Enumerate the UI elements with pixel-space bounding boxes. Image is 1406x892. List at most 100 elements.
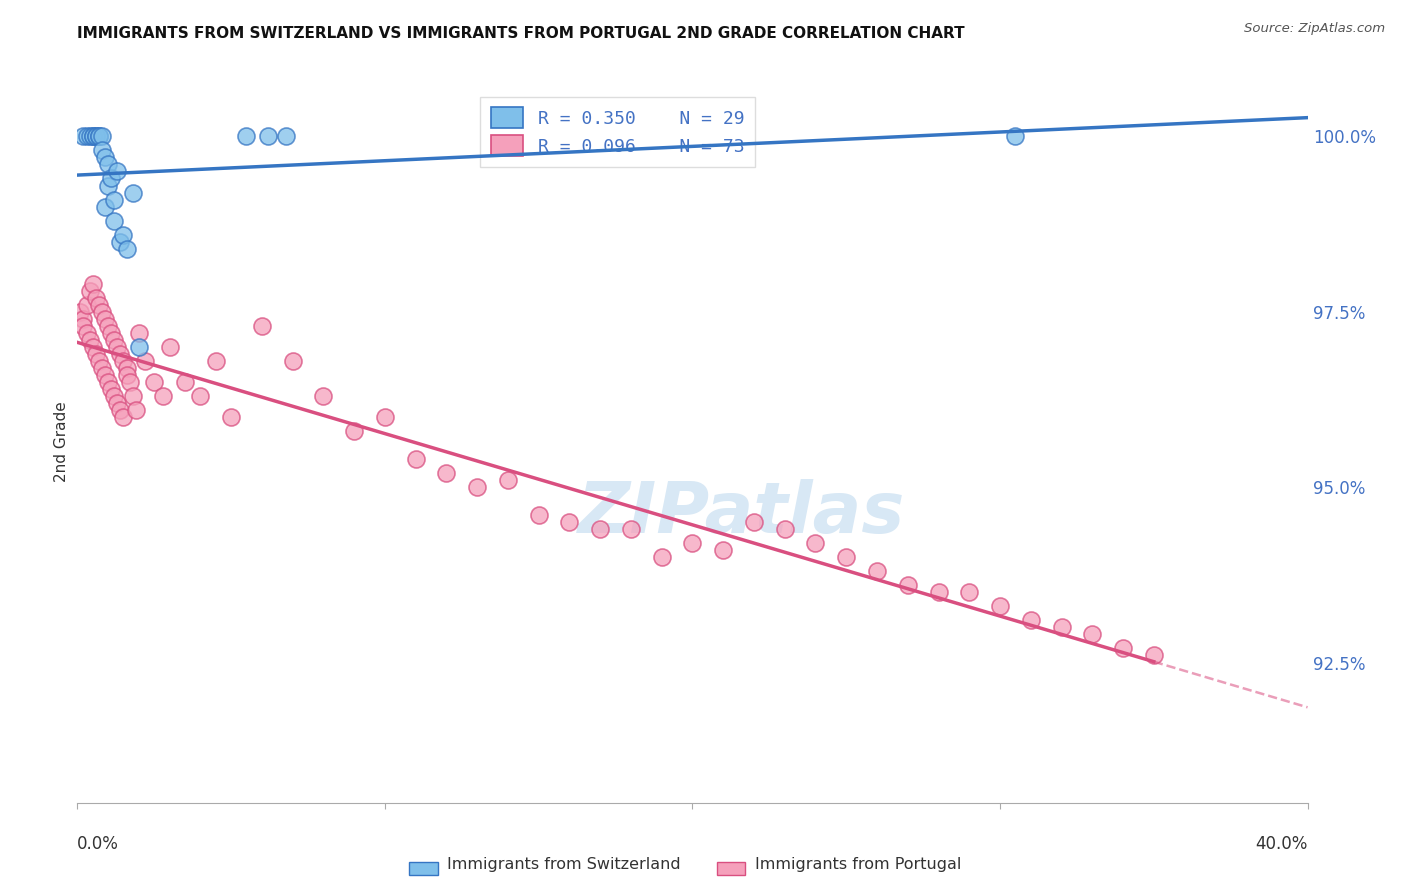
Point xyxy=(405,452,427,467)
Point xyxy=(110,403,132,417)
Point xyxy=(651,550,673,565)
Point xyxy=(87,298,110,312)
Point xyxy=(100,326,122,340)
Point xyxy=(87,354,110,368)
Point xyxy=(928,585,950,599)
Text: 40.0%: 40.0% xyxy=(1256,835,1308,854)
Point xyxy=(115,368,138,382)
Point xyxy=(620,522,643,536)
Point xyxy=(100,382,122,396)
Point xyxy=(97,375,120,389)
Point xyxy=(72,311,94,326)
Point xyxy=(125,403,148,417)
Point xyxy=(1112,641,1135,656)
Legend: R = 0.350    N = 29, R = 0.096    N = 73: R = 0.350 N = 29, R = 0.096 N = 73 xyxy=(479,96,755,167)
Point xyxy=(90,360,114,375)
Point xyxy=(465,480,488,494)
Point xyxy=(711,543,734,558)
Point xyxy=(112,409,135,424)
Point xyxy=(76,129,98,144)
Point xyxy=(103,389,125,403)
Point xyxy=(112,227,135,242)
Point xyxy=(134,354,156,368)
Point xyxy=(312,389,335,403)
Point xyxy=(115,242,138,256)
Point xyxy=(276,129,298,144)
Point xyxy=(90,144,114,158)
FancyBboxPatch shape xyxy=(409,862,437,875)
Point xyxy=(682,536,704,550)
Text: Source: ZipAtlas.com: Source: ZipAtlas.com xyxy=(1244,22,1385,36)
Point xyxy=(343,424,366,438)
Point xyxy=(152,389,174,403)
Point xyxy=(121,186,143,200)
Point xyxy=(281,354,304,368)
Point xyxy=(115,360,138,375)
Point xyxy=(79,129,101,144)
Point xyxy=(94,200,117,214)
Point xyxy=(84,129,107,144)
Text: 0.0%: 0.0% xyxy=(77,835,120,854)
Point xyxy=(866,564,889,578)
Point xyxy=(558,515,581,529)
Point xyxy=(128,340,150,354)
Point xyxy=(835,550,858,565)
Point xyxy=(82,129,104,144)
Point xyxy=(1050,620,1073,634)
Point xyxy=(79,333,101,347)
Point xyxy=(219,409,242,424)
Y-axis label: 2nd Grade: 2nd Grade xyxy=(53,401,69,482)
Point xyxy=(105,340,128,354)
Point xyxy=(97,318,120,333)
Point xyxy=(235,129,257,144)
Text: IMMIGRANTS FROM SWITZERLAND VS IMMIGRANTS FROM PORTUGAL 2ND GRADE CORRELATION CH: IMMIGRANTS FROM SWITZERLAND VS IMMIGRANT… xyxy=(77,26,965,40)
Point xyxy=(94,368,117,382)
Point xyxy=(84,291,107,305)
Point xyxy=(1019,614,1042,628)
Text: ZIPatlas: ZIPatlas xyxy=(578,479,905,549)
FancyBboxPatch shape xyxy=(717,862,745,875)
Point xyxy=(110,347,132,361)
Point xyxy=(112,354,135,368)
Point xyxy=(174,375,197,389)
Point xyxy=(257,129,280,144)
Point xyxy=(105,396,128,410)
Point xyxy=(250,318,273,333)
Point xyxy=(100,171,122,186)
Point xyxy=(589,522,612,536)
Point xyxy=(804,536,827,550)
Point xyxy=(87,129,110,144)
Point xyxy=(204,354,226,368)
Point xyxy=(97,157,120,171)
Point xyxy=(72,318,94,333)
Point xyxy=(82,340,104,354)
Point xyxy=(121,389,143,403)
Point xyxy=(87,129,110,144)
Point xyxy=(82,277,104,291)
Point xyxy=(84,347,107,361)
Point xyxy=(90,129,114,144)
Point xyxy=(105,164,128,178)
Point xyxy=(103,213,125,227)
Point xyxy=(1004,129,1026,144)
Point xyxy=(82,129,104,144)
Point xyxy=(1143,648,1166,663)
Point xyxy=(128,326,150,340)
Text: Immigrants from Portugal: Immigrants from Portugal xyxy=(755,857,962,872)
Point xyxy=(436,466,458,480)
Point xyxy=(118,375,141,389)
Point xyxy=(897,578,920,592)
Point xyxy=(696,129,718,144)
Point xyxy=(94,311,117,326)
Point xyxy=(90,305,114,319)
Point xyxy=(496,473,519,487)
Point xyxy=(79,284,101,298)
Point xyxy=(76,326,98,340)
Text: Immigrants from Switzerland: Immigrants from Switzerland xyxy=(447,857,681,872)
Point xyxy=(94,151,117,165)
Point xyxy=(159,340,181,354)
Point xyxy=(97,178,120,193)
Point xyxy=(110,235,132,249)
Point xyxy=(72,129,94,144)
Point xyxy=(527,508,550,523)
